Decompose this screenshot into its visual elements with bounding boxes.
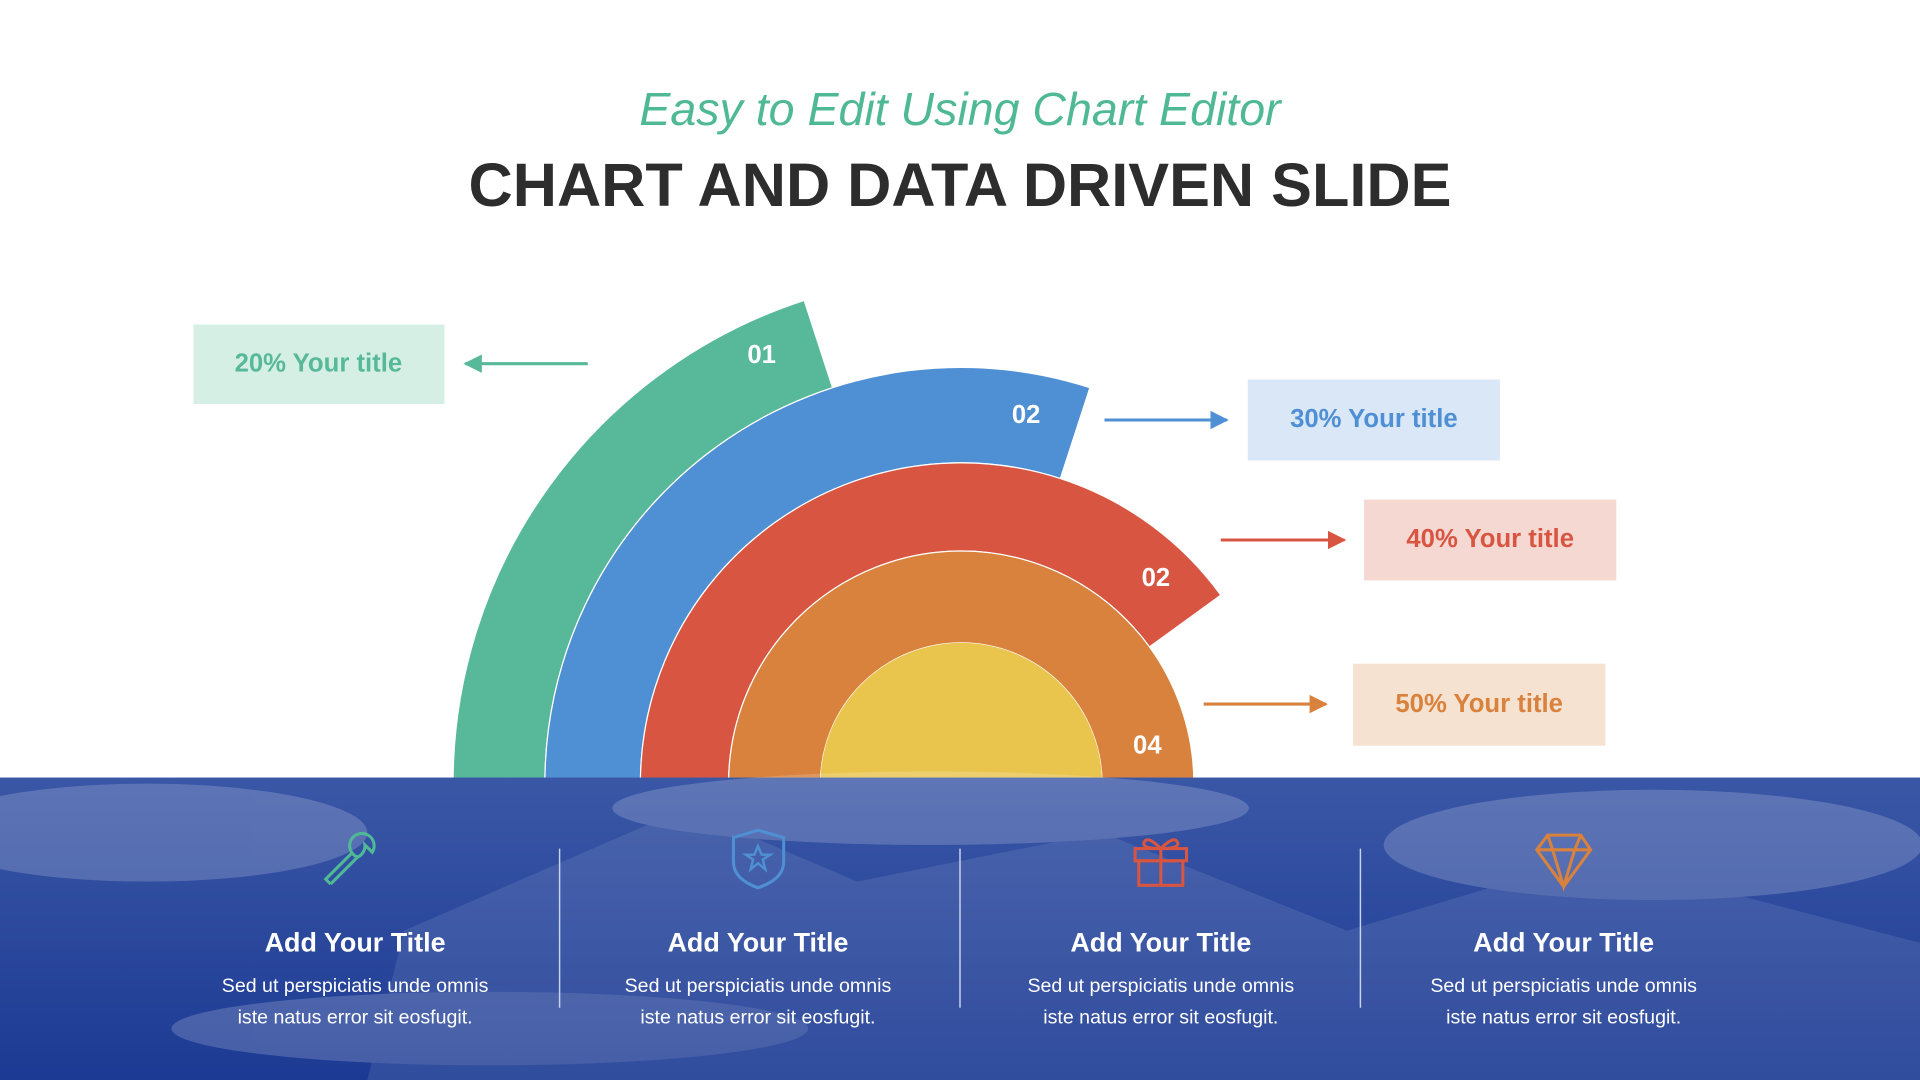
diamond-icon	[1534, 833, 1593, 892]
label-box	[1353, 663, 1606, 746]
feature-text: Sed ut perspiciatis unde omnis	[625, 975, 892, 997]
star-icon	[741, 843, 775, 873]
arc-label: 50% Your title	[1395, 690, 1563, 718]
feature-title: Add Your Title	[1473, 927, 1654, 957]
label-box	[193, 324, 445, 405]
shield-icon	[731, 828, 786, 890]
feature-text: Sed ut perspiciatis unde omnis	[1027, 975, 1294, 997]
feature-title: Add Your Title	[667, 927, 848, 957]
arc-number: 04	[1133, 732, 1162, 760]
label-box	[1364, 499, 1617, 581]
arc-label: 20% Your title	[235, 350, 403, 378]
background-texture	[0, 771, 1920, 1080]
feature-title: Add Your Title	[265, 927, 446, 957]
feature-text: iste natus error sit eosfugit.	[1043, 1007, 1278, 1029]
features: Add Your Title Sed ut perspiciatis unde o…	[222, 927, 1697, 1028]
title: CHART AND DATA DRIVEN SLIDE	[469, 151, 1452, 219]
center-disc	[820, 642, 1103, 784]
feature-text: iste natus error sit eosfugit.	[1446, 1007, 1681, 1029]
dividers	[558, 848, 1362, 1008]
subtitle: Easy to Edit Using Chart Editor	[639, 83, 1283, 135]
feature-title: Add Your Title	[1070, 927, 1251, 957]
arc-number: 02	[1012, 401, 1041, 429]
feature-text: iste natus error sit eosfugit.	[238, 1007, 473, 1029]
arc-chart: 01 02 02 04	[452, 299, 1222, 785]
wrench-icon	[323, 831, 376, 886]
feature-text: iste natus error sit eosfugit.	[640, 1007, 875, 1029]
gift-icon	[1133, 838, 1189, 887]
arc-number: 02	[1142, 564, 1171, 592]
arc-label: 40% Your title	[1406, 525, 1574, 553]
feature-text: Sed ut perspiciatis unde omnis	[222, 975, 489, 997]
label-box	[1247, 379, 1500, 461]
arc-number: 01	[747, 341, 776, 369]
arc-label: 30% Your title	[1290, 405, 1458, 433]
feature-text: Sed ut perspiciatis unde omnis	[1430, 975, 1697, 997]
